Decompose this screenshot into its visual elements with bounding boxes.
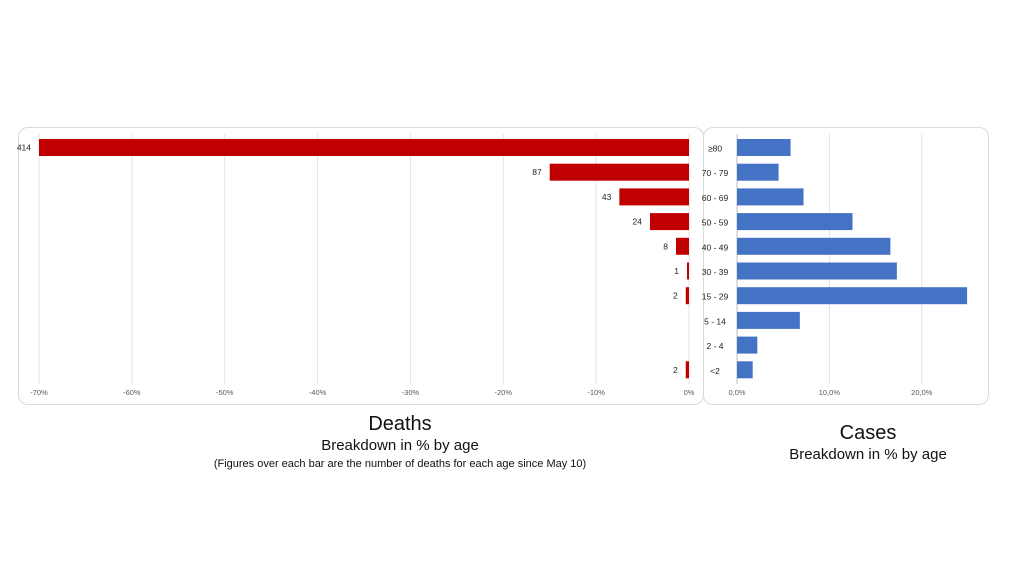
deaths-x-tick-label: -60% <box>123 388 141 397</box>
cases-subtitle: Breakdown in % by age <box>789 446 947 463</box>
deaths-title: Deaths <box>368 413 432 435</box>
deaths-x-tick-label: -70% <box>30 388 48 397</box>
age-category-label: 15 - 29 <box>702 292 729 302</box>
cases-title: Cases <box>839 422 897 444</box>
deaths-subtitle: Breakdown in % by age <box>321 437 479 454</box>
cases-caption: Cases Breakdown in % by age <box>758 421 978 465</box>
cases-x-tick-label: 20,0% <box>911 388 933 397</box>
deaths-caption: Deaths Breakdown in % by age (Figures ov… <box>150 412 650 472</box>
deaths-bar <box>549 163 689 181</box>
deaths-x-tick-label: -10% <box>587 388 605 397</box>
deaths-chart-panel: -70% -60% -50% -40% -30% -20% -10% 0% 414 87 43 24 8… <box>17 127 704 405</box>
deaths-x-tick-label: 0% <box>684 388 695 397</box>
deaths-x-tick-label: -30% <box>402 388 420 397</box>
deaths-data-label: 2 <box>673 291 678 301</box>
age-category-label: 2 - 4 <box>706 341 723 351</box>
deaths-note: (Figures over each bar are the number of… <box>213 458 587 470</box>
cases-bar <box>737 361 753 379</box>
age-category-label: 30 - 39 <box>702 267 729 277</box>
deaths-data-label: 2 <box>673 365 678 375</box>
deaths-bar <box>650 213 689 231</box>
deaths-data-label: 87 <box>532 167 542 177</box>
deaths-bar <box>676 237 689 255</box>
deaths-x-tick-label: -40% <box>309 388 327 397</box>
cases-bar <box>737 188 804 206</box>
age-category-label: 40 - 49 <box>702 242 729 252</box>
deaths-x-tick-label: -20% <box>495 388 513 397</box>
age-category-label: 70 - 79 <box>702 168 729 178</box>
deaths-bar <box>687 262 689 280</box>
cases-bar <box>737 311 800 329</box>
age-category-label: <2 <box>710 366 720 376</box>
deaths-data-label: 24 <box>633 217 643 227</box>
cases-bar <box>737 163 779 181</box>
cases-x-tick-label: 10,0% <box>819 388 841 397</box>
deaths-data-label: 43 <box>602 192 612 202</box>
age-category-label: 50 - 59 <box>702 218 729 228</box>
deaths-bar <box>685 361 689 379</box>
age-category-label: ≥80 <box>708 144 722 154</box>
deaths-data-label: 1 <box>674 266 679 276</box>
deaths-x-tick-label: -50% <box>216 388 234 397</box>
deaths-bar <box>39 139 689 156</box>
cases-bar <box>737 139 791 156</box>
cases-bar <box>737 237 891 255</box>
cases-x-tick-label: 0,0% <box>728 388 745 397</box>
cases-chart-panel: 0,0% 10,0% 20,0% ≥80 70 - 79 60 - 69 50 - 59 40… <box>702 127 989 405</box>
cases-bar <box>737 213 853 231</box>
cases-bar <box>737 336 758 354</box>
age-category-label: 60 - 69 <box>702 193 729 203</box>
age-category-label: 5 - 14 <box>704 316 726 326</box>
deaths-data-label: 414 <box>17 143 31 153</box>
cases-chart: 0,0% 10,0% 20,0% ≥80 70 - 79 60 - 69 50 - 59 40… <box>702 134 968 397</box>
deaths-bar <box>685 287 689 305</box>
cases-bar <box>737 287 968 305</box>
deaths-chart: -70% -60% -50% -40% -30% -20% -10% 0% 414 87 43 24 8… <box>17 134 695 397</box>
cases-bar <box>737 262 897 280</box>
deaths-bar <box>619 188 689 206</box>
deaths-data-label: 8 <box>663 241 668 251</box>
